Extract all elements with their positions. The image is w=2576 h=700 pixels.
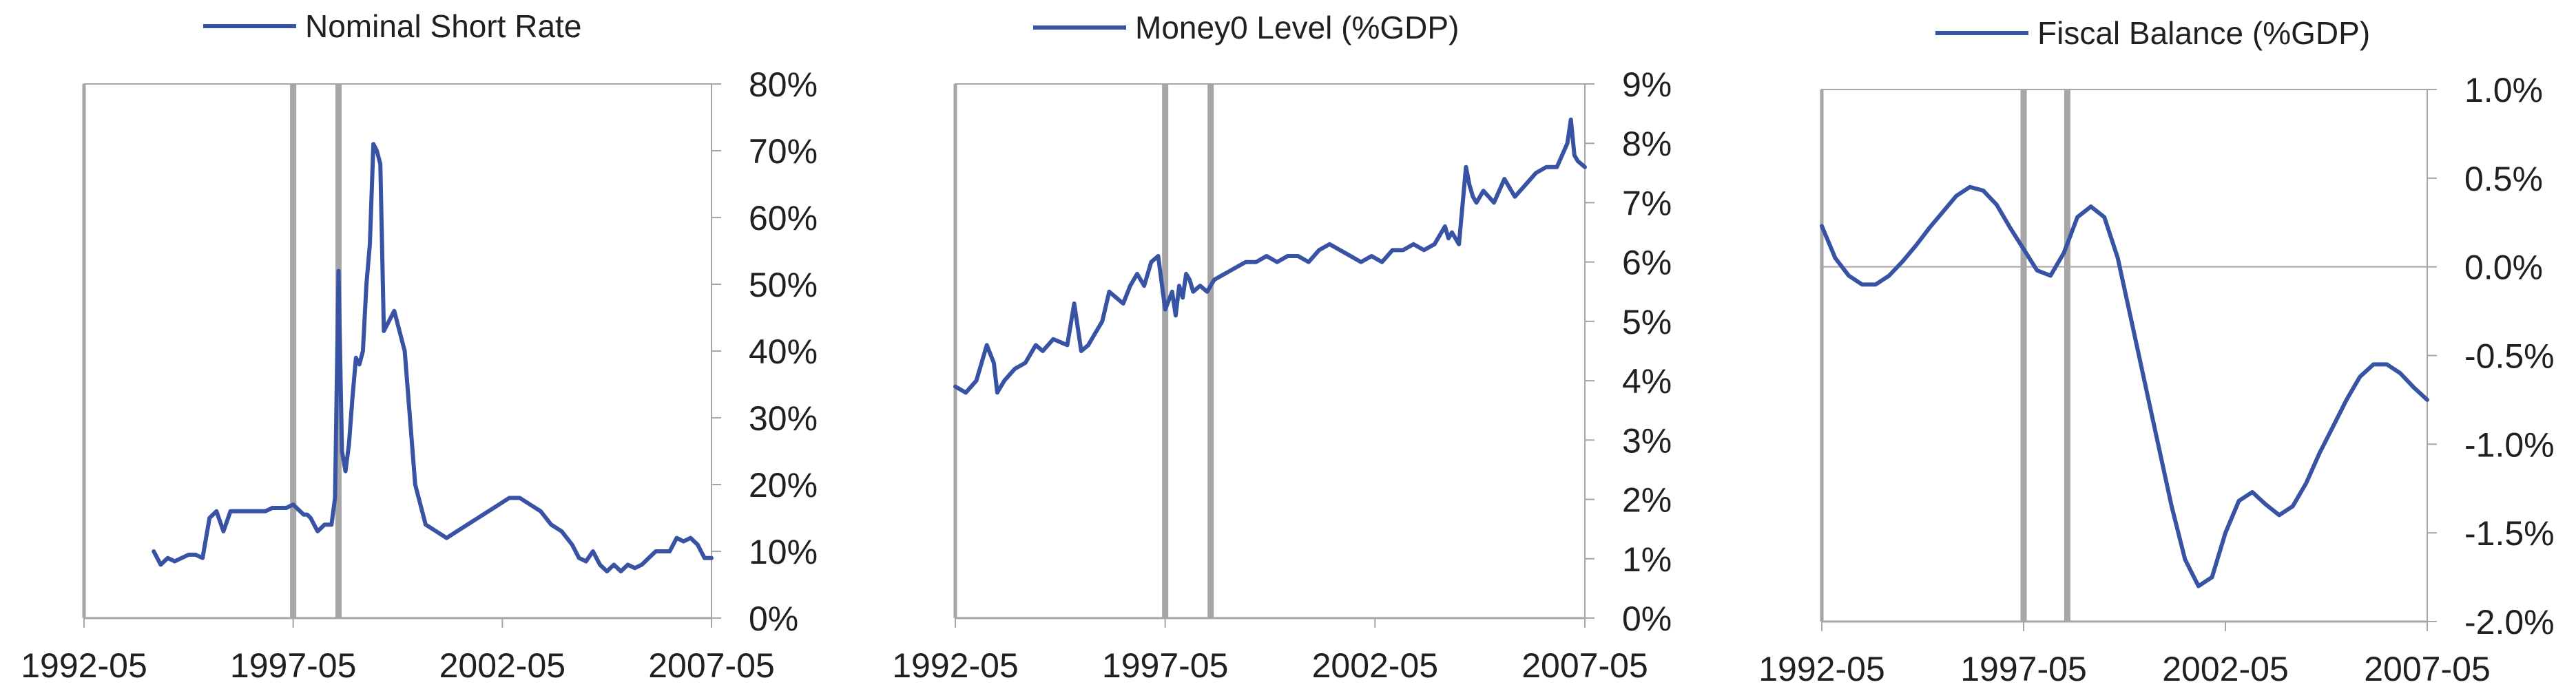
series-line bbox=[953, 117, 1587, 395]
x-tick-label: 1997-05 bbox=[230, 646, 357, 685]
y-tick-label: 4% bbox=[1622, 362, 1672, 401]
x-tick-label: 1997-05 bbox=[1960, 650, 2087, 688]
legend-label: Money0 Level (%GDP) bbox=[1135, 10, 1459, 45]
chart-panel-2: 0% 1% 2% 3% 4% 5% 6% 7% 8% 9% 1992-05 1997-05 2002-0… bbox=[892, 10, 1672, 685]
x-tick-label: 2007-05 bbox=[2364, 650, 2491, 688]
x-tick-label: 2007-05 bbox=[648, 646, 775, 685]
series-line bbox=[1820, 184, 2429, 588]
y-tick-label: 6% bbox=[1622, 244, 1672, 282]
y-tick-label: 80% bbox=[749, 65, 818, 104]
y-tick-label: 0% bbox=[1622, 600, 1672, 638]
x-tick-label: 2002-05 bbox=[439, 646, 566, 685]
x-tick-label: 1992-05 bbox=[892, 646, 1019, 685]
y-tick-label: 10% bbox=[749, 533, 818, 571]
y-tick-label: -1.0% bbox=[2464, 425, 2555, 464]
y-tick-label: 9% bbox=[1622, 65, 1672, 104]
y-tick-label: 50% bbox=[749, 266, 818, 304]
y-tick-label: 8% bbox=[1622, 125, 1672, 163]
y-tick-label: 60% bbox=[749, 199, 818, 237]
plot-frame bbox=[1821, 89, 2428, 622]
series-line bbox=[152, 142, 714, 574]
x-tick-label: 2007-05 bbox=[1521, 646, 1648, 685]
y-tick-label: -1.5% bbox=[2464, 514, 2555, 553]
legend-label: Nominal Short Rate bbox=[305, 8, 581, 44]
y-tick-label: 0.5% bbox=[2464, 160, 2543, 198]
chart-panel-1: 0% 10% 20% 30% 40% 50% 60% 70% 80% 1992-05 1997-05… bbox=[21, 8, 818, 685]
x-tick-label: 1992-05 bbox=[21, 646, 147, 685]
y-tick-label: 5% bbox=[1622, 303, 1672, 341]
y-tick-label: 40% bbox=[749, 332, 818, 371]
y-tick-label: 0.0% bbox=[2464, 248, 2543, 287]
y-tick-label: -2.0% bbox=[2464, 603, 2555, 641]
y-tick-label: 3% bbox=[1622, 421, 1672, 460]
x-tick-label: 1992-05 bbox=[1758, 650, 1885, 688]
y-tick-label: 30% bbox=[749, 399, 818, 438]
y-tick-label: 70% bbox=[749, 132, 818, 171]
y-tick-label: -0.5% bbox=[2464, 337, 2555, 376]
y-tick-label: 0% bbox=[749, 600, 798, 638]
x-tick-label: 2002-05 bbox=[2162, 650, 2289, 688]
x-tick-label: 2002-05 bbox=[1312, 646, 1439, 685]
x-tick-label: 1997-05 bbox=[1102, 646, 1229, 685]
y-tick-label: 1.0% bbox=[2464, 71, 2543, 109]
chart-panel-3: 1.0% 0.5% 0.0% -0.5% -1.0% -1.5% -2.0% 1992-05 1… bbox=[1758, 15, 2554, 688]
legend-label: Fiscal Balance (%GDP) bbox=[2037, 15, 2370, 51]
plot-frame bbox=[955, 83, 1586, 619]
y-tick-label: 20% bbox=[749, 466, 818, 505]
y-tick-label: 1% bbox=[1622, 540, 1672, 579]
plot-frame bbox=[83, 83, 712, 619]
y-tick-label: 7% bbox=[1622, 184, 1672, 222]
y-tick-label: 2% bbox=[1622, 481, 1672, 520]
